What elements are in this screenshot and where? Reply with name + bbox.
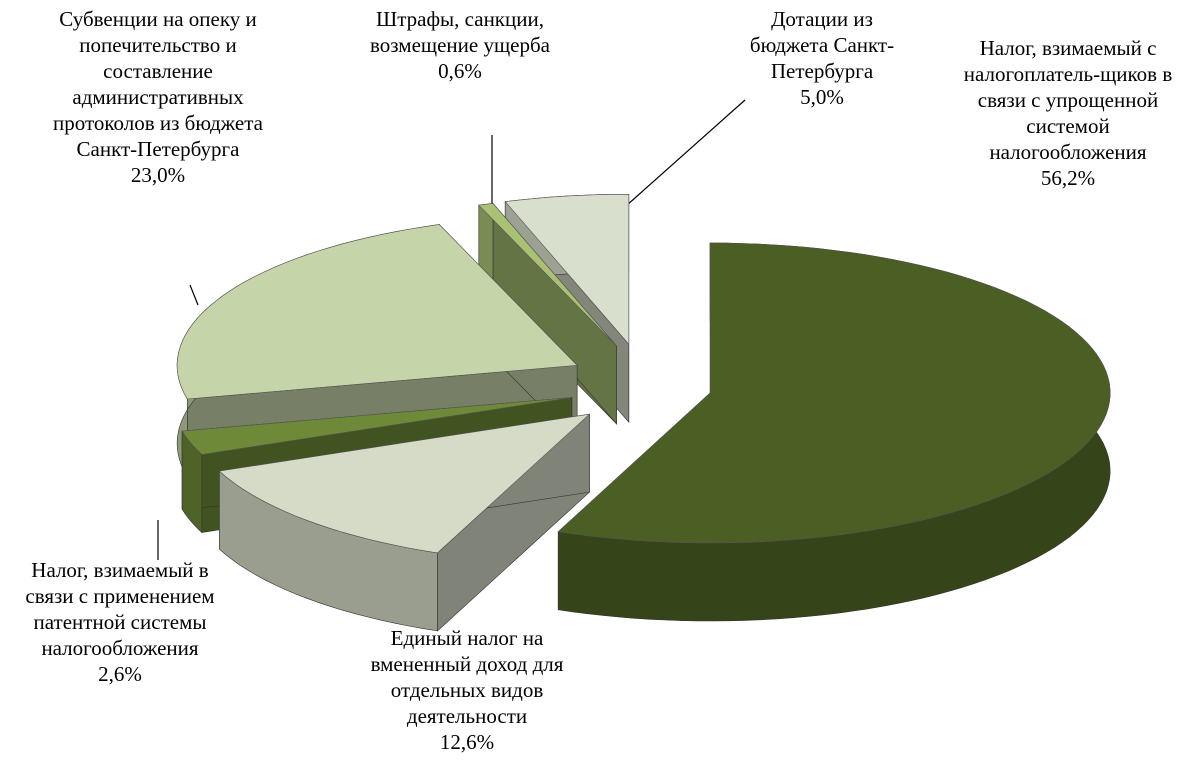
category-label: Штрафы, санкции, возмещение ущерба (370, 7, 550, 57)
data-label: Налог, взимаемый в связи с применением п… (5, 557, 235, 687)
slice-top (478, 203, 617, 347)
slice-top (218, 413, 591, 554)
value-label: 12,6% (439, 730, 495, 754)
category-label: Субвенции на опеку и попечительство и со… (53, 7, 263, 161)
slice-top (504, 193, 630, 346)
value-label: 23,0% (130, 163, 186, 187)
leader-line (189, 284, 199, 306)
value-label: 0,6% (438, 59, 482, 83)
data-label: Дотации из бюджета Санкт-Петербурга 5,0% (732, 6, 912, 110)
value-label: 2,6% (98, 662, 142, 686)
data-label: Налог, взимаемый с налогоплатель-щиков в… (948, 35, 1188, 191)
value-label: 56,2% (1040, 166, 1096, 190)
data-label: Штрафы, санкции, возмещение ущерба 0,6% (355, 6, 565, 84)
category-label: Налог, взимаемый в связи с применением п… (25, 558, 215, 660)
category-label: Единый налог на вмененный доход для отде… (370, 626, 564, 728)
data-label: Субвенции на опеку и попечительство и со… (48, 6, 268, 188)
slice-top (181, 397, 572, 455)
category-label: Дотации из бюджета Санкт-Петербурга (749, 7, 895, 83)
slice-top (557, 242, 1111, 544)
value-label: 5,0% (800, 85, 844, 109)
category-label: Налог, взимаемый с налогоплатель-щиков в… (963, 36, 1173, 164)
data-label: Единый налог на вмененный доход для отде… (342, 625, 592, 755)
slice-top (176, 224, 578, 400)
